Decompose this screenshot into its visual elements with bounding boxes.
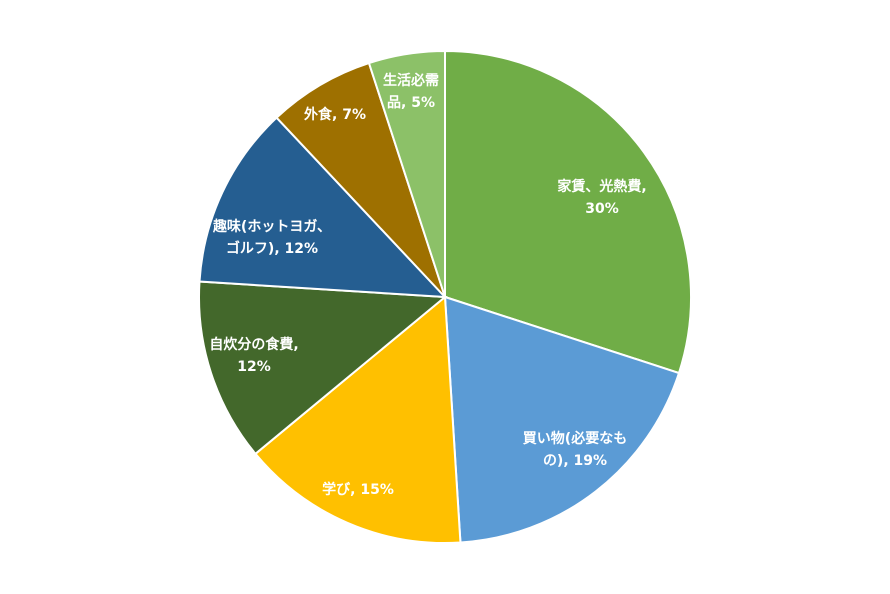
pie-slice-label: 12% [237,359,271,375]
pie-slice-label: 家賃、光熱費, [557,178,646,195]
pie-slice [198,116,448,299]
pie-slice [367,49,446,298]
pie-slice [254,294,462,544]
pie-slice [198,280,448,456]
pie-slice [275,61,446,298]
pie-slice-label: 買い物(必要なも [523,430,627,447]
pie-slice-label: 外食, 7% [304,106,366,123]
pie-slice-label: 自炊分の食費, [209,336,298,353]
pie-slice-label: の), 19% [543,453,607,469]
pie-slice-label: 30% [585,201,619,217]
pie-slice-label: 品, 5% [387,95,435,111]
pie-slice-label: 学び, 15% [322,481,394,498]
pie-slices [198,49,693,544]
pie-slice-label: 生活必需 [383,72,439,89]
pie-slice-label: 趣味(ホットヨガ、 [212,218,331,235]
pie-slice [444,49,693,375]
pie-slice [443,295,681,544]
pie-slice-label: ゴルフ), 12% [226,240,318,257]
